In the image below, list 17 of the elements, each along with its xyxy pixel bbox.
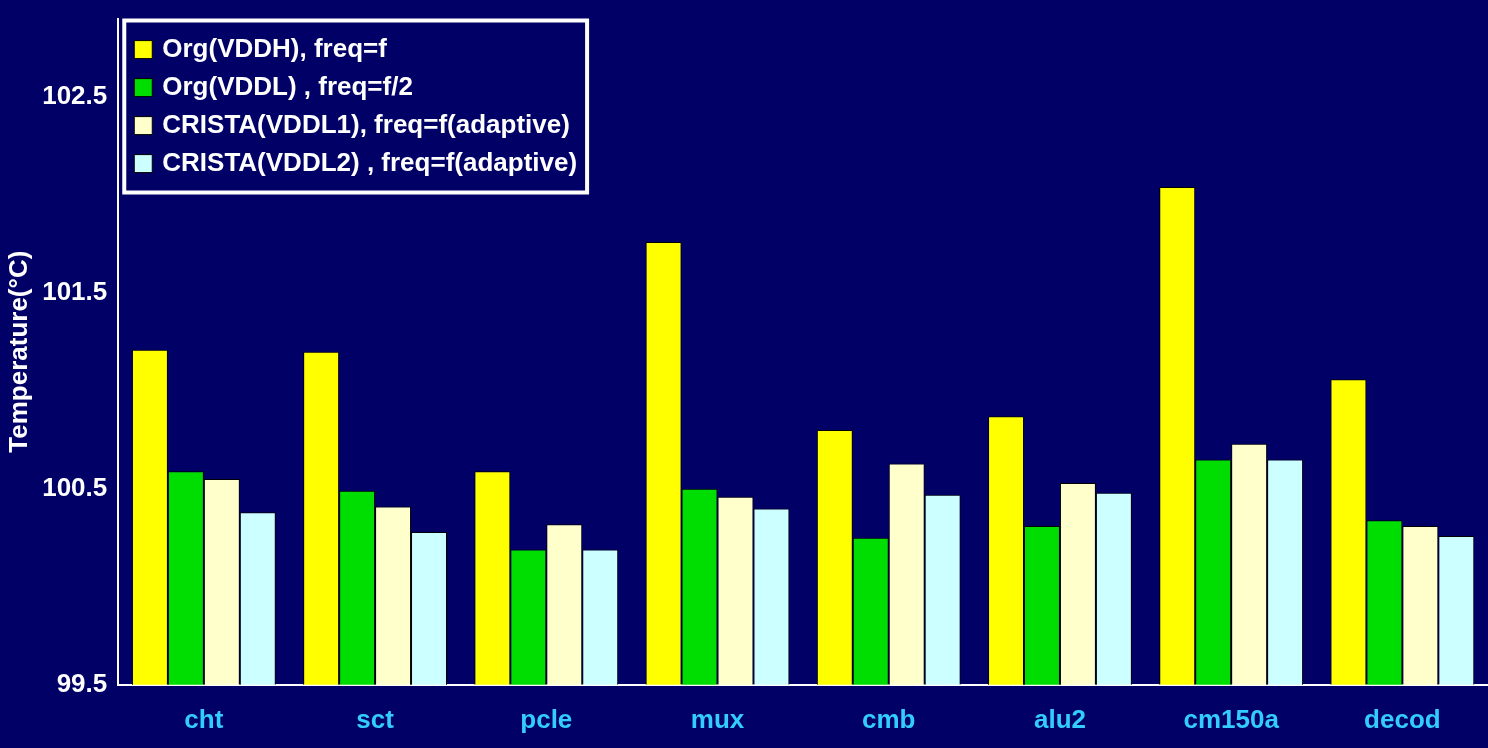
legend-label: CRISTA(VDDL2) , freq=f(adaptive): [162, 146, 578, 177]
x-tick-label: pcle: [520, 703, 573, 734]
x-tick-label: cht: [184, 703, 224, 734]
x-tick-label: decod: [1364, 703, 1441, 734]
legend-label: CRISTA(VDDL1), freq=f(adaptive): [162, 108, 570, 139]
y-tick-label: 101.5: [42, 276, 108, 307]
x-tick-label: cmb: [862, 703, 916, 734]
x-tick-label: sct: [356, 703, 395, 734]
legend-label: Org(VDDH), freq=f: [162, 32, 388, 63]
x-tick-label: mux: [690, 703, 745, 734]
y-tick-label: 102.5: [42, 80, 108, 111]
x-tick-label: alu2: [1033, 703, 1086, 734]
y-tick-label: 99.5: [56, 667, 108, 698]
y-axis-title: Temperature(°C): [2, 250, 33, 453]
x-tick-label: cm150a: [1183, 703, 1280, 734]
legend-label: Org(VDDL) , freq=f/2: [162, 70, 413, 101]
y-tick-label: 100.5: [42, 472, 108, 503]
